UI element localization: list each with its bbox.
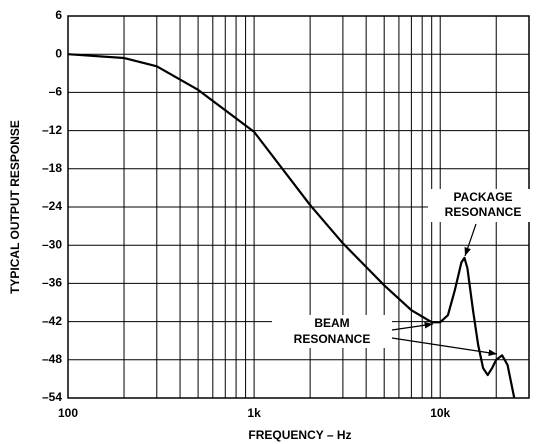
annotation-arrow (391, 337, 498, 357)
x-tick-label: 1k (247, 406, 261, 420)
y-tick-label: –24 (42, 199, 62, 213)
annotation: RESONANCE (445, 205, 522, 219)
annotation-bg (428, 189, 538, 222)
annotation-arrow (391, 321, 434, 331)
x-axis-label: FREQUENCY – Hz (248, 428, 351, 442)
annotation: BEAM (314, 316, 349, 330)
annotation: RESONANCE (294, 332, 371, 346)
annotation-arrow (464, 223, 477, 257)
y-tick-label: –6 (49, 85, 63, 99)
y-tick-label: –18 (42, 161, 62, 175)
x-tick-label: 100 (58, 406, 78, 420)
y-tick-label: –30 (42, 237, 62, 251)
y-tick-label: 0 (55, 46, 62, 60)
annotation: PACKAGE (453, 190, 512, 204)
annotation-bg (272, 315, 392, 348)
response-curve (67, 53, 516, 399)
y-tick-label: –42 (42, 314, 62, 328)
x-tick-label: 10k (430, 406, 450, 420)
y-tick-label: –12 (42, 123, 62, 137)
y-axis-label: TYPICAL OUTPUT RESPONSE (8, 120, 22, 294)
y-tick-label: –36 (42, 276, 62, 290)
y-tick-label: 6 (55, 8, 62, 22)
y-tick-label: –48 (42, 352, 62, 366)
y-tick-label: –54 (42, 390, 62, 404)
